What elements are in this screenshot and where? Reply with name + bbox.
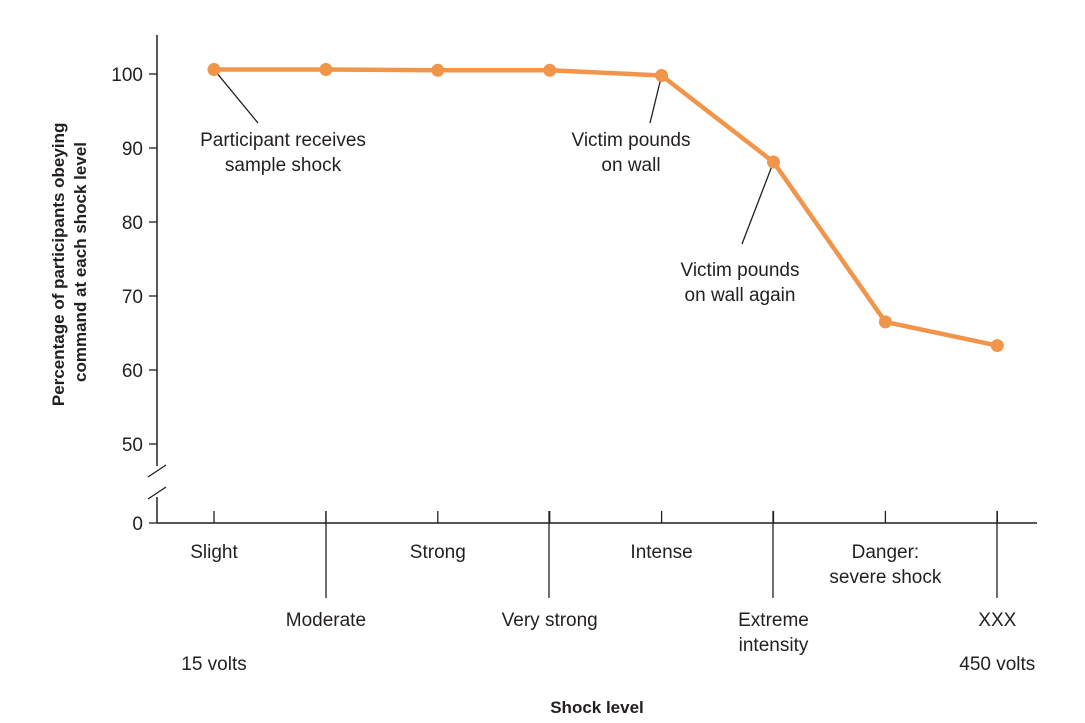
category-label: Danger: severe shock xyxy=(829,542,941,588)
data-point xyxy=(990,339,1004,353)
y-tick-label: 70 xyxy=(122,287,143,308)
y-axis-title: Percentage of participants obeying comma… xyxy=(49,118,90,406)
axis-break-mark xyxy=(147,486,167,500)
category-label: Extreme intensity xyxy=(738,610,809,656)
category-label-line: Moderate xyxy=(286,610,366,631)
category-label-line: intensity xyxy=(739,635,809,656)
category-dividers xyxy=(213,511,998,598)
annotation-label-line: sample shock xyxy=(225,155,342,176)
category-label-line: Danger: xyxy=(852,542,920,563)
category-label: Very strong xyxy=(502,610,598,631)
data-point xyxy=(543,63,557,77)
axis-break-mark xyxy=(147,464,167,478)
y-tick-label: 90 xyxy=(122,139,143,160)
annotation-leader-line xyxy=(213,69,259,124)
y-tick-label: 100 xyxy=(111,65,143,86)
voltage-label: 450 volts xyxy=(959,654,1035,675)
data-point xyxy=(319,63,333,77)
voltage-label-line: 15 volts xyxy=(181,654,246,675)
x-axis-title: Shock level xyxy=(550,698,644,717)
annotation-label: Participant receives sample shock xyxy=(200,130,366,176)
category-label: Moderate xyxy=(286,610,366,631)
annotation-label-line: Victim pounds xyxy=(572,130,691,151)
category-label-line: Strong xyxy=(410,542,466,563)
category-label-line: Intense xyxy=(630,542,692,563)
data-point xyxy=(207,63,221,77)
y-axis-title-line: command at each shock level xyxy=(71,142,90,382)
data-point xyxy=(878,315,892,329)
category-label-line: severe shock xyxy=(829,567,941,588)
data-point xyxy=(655,68,669,82)
category-label-line: Slight xyxy=(190,542,238,563)
series-obedience xyxy=(207,63,1004,353)
category-label-line: Very strong xyxy=(502,610,598,631)
y-tick-label: 50 xyxy=(122,435,143,456)
annotation-label-line: Participant receives xyxy=(200,130,366,151)
category-label: Intense xyxy=(630,542,692,563)
category-label: XXX xyxy=(978,610,1016,631)
series-line xyxy=(211,67,1000,348)
data-point xyxy=(767,155,780,169)
annotation-label-line: on wall again xyxy=(685,285,796,306)
data-point xyxy=(431,63,445,77)
y-tick-label: 60 xyxy=(122,361,143,382)
voltage-label-line: 450 volts xyxy=(959,654,1035,675)
annotation-label: Victim pounds on wall again xyxy=(681,260,800,306)
voltage-label: 15 volts xyxy=(181,654,246,675)
annotation-label-line: Victim pounds xyxy=(681,260,800,281)
annotation-leader-line xyxy=(741,161,775,245)
category-label: Slight xyxy=(190,542,238,563)
category-label: Strong xyxy=(410,542,466,563)
y-axis-title-line: Percentage of participants obeying xyxy=(49,123,68,406)
annotations: Participant receives sample shock Victim p… xyxy=(200,69,800,306)
chart-axes xyxy=(147,35,1037,524)
y-tick-label: 80 xyxy=(122,213,143,234)
category-labels: Slight Strong Intense Danger: severe shock Mo… xyxy=(181,542,1035,675)
y-tick-label: 0 xyxy=(132,514,143,535)
y-axis-ticks: 100 90 80 70 60 50 0 xyxy=(111,65,157,535)
category-label-line: XXX xyxy=(978,610,1016,631)
annotation-label: Victim pounds on wall xyxy=(572,130,691,176)
category-label-line: Extreme xyxy=(738,610,809,631)
annotation-label-line: on wall xyxy=(601,155,660,176)
annotation-leader-line xyxy=(649,75,663,124)
